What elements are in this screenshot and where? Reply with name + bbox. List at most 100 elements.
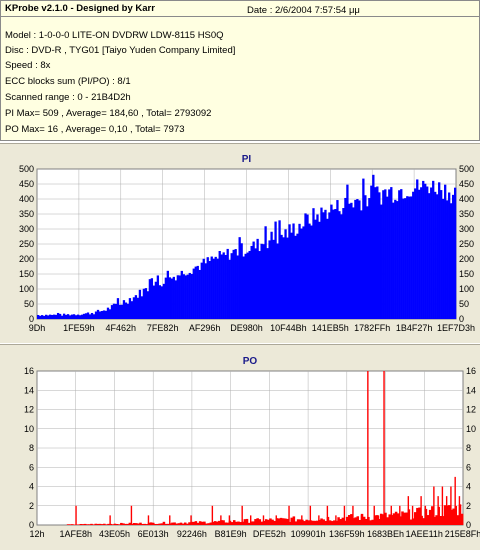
y-tick-right: 6 xyxy=(466,462,471,472)
pi-bar xyxy=(53,315,55,319)
pi-bar xyxy=(432,181,434,319)
pi-bar xyxy=(364,195,366,319)
pi-bar xyxy=(286,238,288,319)
pi-bar xyxy=(290,233,292,319)
x-tick: 12h xyxy=(29,529,44,539)
info-ecc: ECC blocks sum (PI/PO) : 8/1 xyxy=(5,76,131,87)
pi-bar xyxy=(179,275,181,319)
x-tick: 1782FFh xyxy=(354,323,390,333)
y-tick-left: 450 xyxy=(19,179,34,189)
pi-bar xyxy=(43,316,45,319)
pi-bar xyxy=(412,192,414,319)
po-spike xyxy=(335,515,336,525)
pi-bar xyxy=(386,197,388,319)
po-spike xyxy=(241,506,242,525)
po-spike xyxy=(288,506,289,525)
pi-bar xyxy=(145,288,147,319)
pi-bar xyxy=(278,220,280,319)
pi-bar xyxy=(372,175,374,319)
y-tick-left: 10 xyxy=(24,424,34,434)
pi-bar xyxy=(151,278,153,319)
pi-bar xyxy=(452,195,454,319)
pi-bar xyxy=(175,280,177,319)
pi-bar xyxy=(442,199,444,319)
pi-bar xyxy=(229,260,231,319)
pi-bar xyxy=(73,314,75,319)
po-spike xyxy=(212,506,213,525)
pi-bar xyxy=(219,251,221,319)
x-tick: 136F59h xyxy=(329,529,365,539)
pi-bar xyxy=(215,257,217,319)
pi-bar xyxy=(378,192,380,319)
pi-bar xyxy=(217,259,219,319)
po-spike xyxy=(229,515,230,525)
pi-bar xyxy=(422,181,424,319)
x-tick: DE980h xyxy=(230,323,263,333)
y-tick-left: 8 xyxy=(29,443,34,453)
pi-bar xyxy=(266,248,268,319)
pi-bar xyxy=(306,215,308,319)
po-spike xyxy=(169,515,170,525)
po-spike xyxy=(220,515,221,525)
pi-bar xyxy=(57,313,59,319)
po-spike xyxy=(378,515,379,525)
pi-bar xyxy=(79,315,81,319)
pi-bar xyxy=(362,179,364,319)
po-spike xyxy=(425,506,426,525)
info-model: Model : 1-0-0-0 LITE-ON DVDRW LDW-8115 H… xyxy=(5,30,224,41)
pi-bar xyxy=(131,301,133,319)
pi-bar xyxy=(141,296,143,319)
pi-bar xyxy=(264,226,266,319)
pi-bar xyxy=(446,200,448,319)
po-spike xyxy=(450,487,451,526)
pi-bar xyxy=(322,212,324,319)
pi-bar xyxy=(149,279,151,319)
y-tick-left: 50 xyxy=(24,299,34,309)
pi-bar xyxy=(352,207,354,319)
pi-bar xyxy=(324,210,326,319)
pi-bar xyxy=(414,188,416,319)
pi-bar xyxy=(396,201,398,319)
pi-bar xyxy=(201,263,203,319)
pi-bar xyxy=(205,263,207,319)
pi-bar xyxy=(91,313,93,319)
pi-bar xyxy=(368,198,370,319)
x-tick: DFE52h xyxy=(253,529,286,539)
y-tick-left: 14 xyxy=(24,385,34,395)
po-spike xyxy=(318,515,319,525)
pi-bar xyxy=(189,273,191,319)
pi-bar xyxy=(123,300,125,319)
pi-bar xyxy=(129,298,131,319)
pi-bar xyxy=(342,208,344,319)
pi-bar xyxy=(350,203,352,319)
info-range: Scanned range : 0 - 21B4D2h xyxy=(5,92,131,103)
y-tick-right: 150 xyxy=(459,269,474,279)
pi-bar xyxy=(346,185,348,319)
pi-bar xyxy=(67,314,69,319)
pi-bar xyxy=(430,187,432,319)
pi-bar xyxy=(125,303,127,319)
x-tick: AF296h xyxy=(189,323,221,333)
x-tick: 6E013h xyxy=(138,529,169,539)
pi-bar xyxy=(51,315,53,319)
pi-bar xyxy=(61,316,63,319)
pi-bar xyxy=(241,243,243,319)
pi-bar xyxy=(139,290,141,319)
pi-bar xyxy=(227,249,229,319)
pi-bar xyxy=(418,190,420,319)
pi-bar xyxy=(177,275,179,319)
info-speed: Speed : 8x xyxy=(5,60,50,71)
pi-bar xyxy=(187,275,189,319)
po-spike xyxy=(109,515,110,525)
pi-bar xyxy=(268,240,270,319)
pi-bar xyxy=(59,314,61,319)
y-tick-right: 200 xyxy=(459,254,474,264)
pi-bar xyxy=(450,203,452,319)
y-tick-left: 4 xyxy=(29,482,34,492)
info-pi-stats: PI Max= 509 , Average= 184,60 , Total= 2… xyxy=(5,108,211,119)
x-tick: 1683BEh xyxy=(367,529,404,539)
x-tick: 1AEE11h xyxy=(406,529,443,539)
